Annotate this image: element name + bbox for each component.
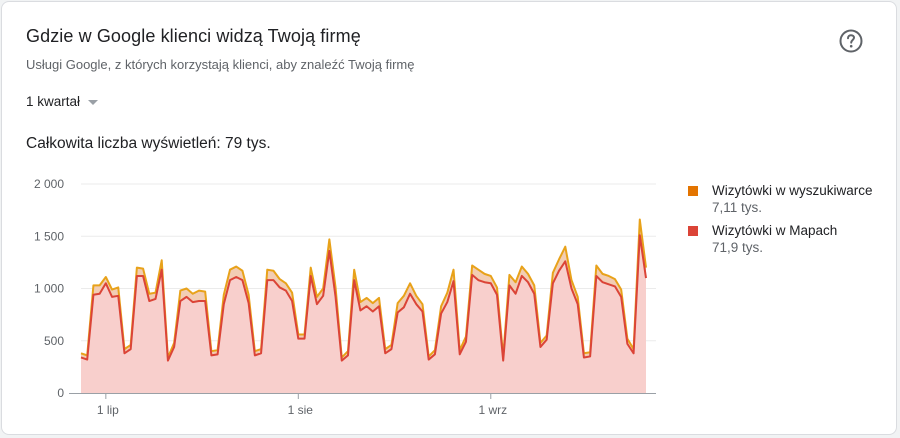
legend-value-search: 7,11 tys. [712, 200, 763, 215]
legend-swatch-search [688, 186, 698, 196]
y-tick-label: 1 500 [34, 229, 64, 243]
y-tick-label: 2 000 [34, 177, 64, 191]
y-tick-label: 1 000 [34, 282, 64, 296]
y-tick-label: 500 [44, 334, 64, 348]
line-maps [80, 234, 647, 362]
x-tick-label: 1 wrz [478, 403, 507, 417]
legend-swatch-maps [688, 226, 698, 236]
period-dropdown[interactable]: 1 kwartał [26, 94, 99, 109]
help-icon[interactable] [838, 28, 864, 54]
period-label: 1 kwartał [26, 94, 81, 109]
card-subtitle: Usługi Google, z których korzystają klie… [26, 57, 415, 72]
x-tick-label: 1 lip [97, 403, 119, 417]
card-title: Gdzie w Google klienci widzą Twoją firmę [26, 26, 361, 46]
legend-value-maps: 71,9 tys. [712, 240, 764, 255]
legend-item-maps: Wizytówki w Mapach 71,9 tys. [686, 222, 876, 256]
caret-down-icon [88, 100, 99, 105]
legend-label-search: Wizytówki w wyszukiwarce [712, 183, 873, 198]
chart-legend: Wizytówki w wyszukiwarce 7,11 tys. Wizyt… [686, 182, 876, 262]
legend-label-maps: Wizytówki w Mapach [712, 223, 838, 238]
views-chart: 0 500 1 000 1 500 2 000 1 lip 1 sie 1 wrz [34, 177, 656, 417]
x-tick-label: 1 sie [288, 403, 314, 417]
y-tick-label: 0 [57, 386, 64, 400]
legend-item-search: Wizytówki w wyszukiwarce 7,11 tys. [686, 182, 876, 216]
total-views: Całkowita liczba wyświetleń: 79 tys. [26, 135, 271, 152]
